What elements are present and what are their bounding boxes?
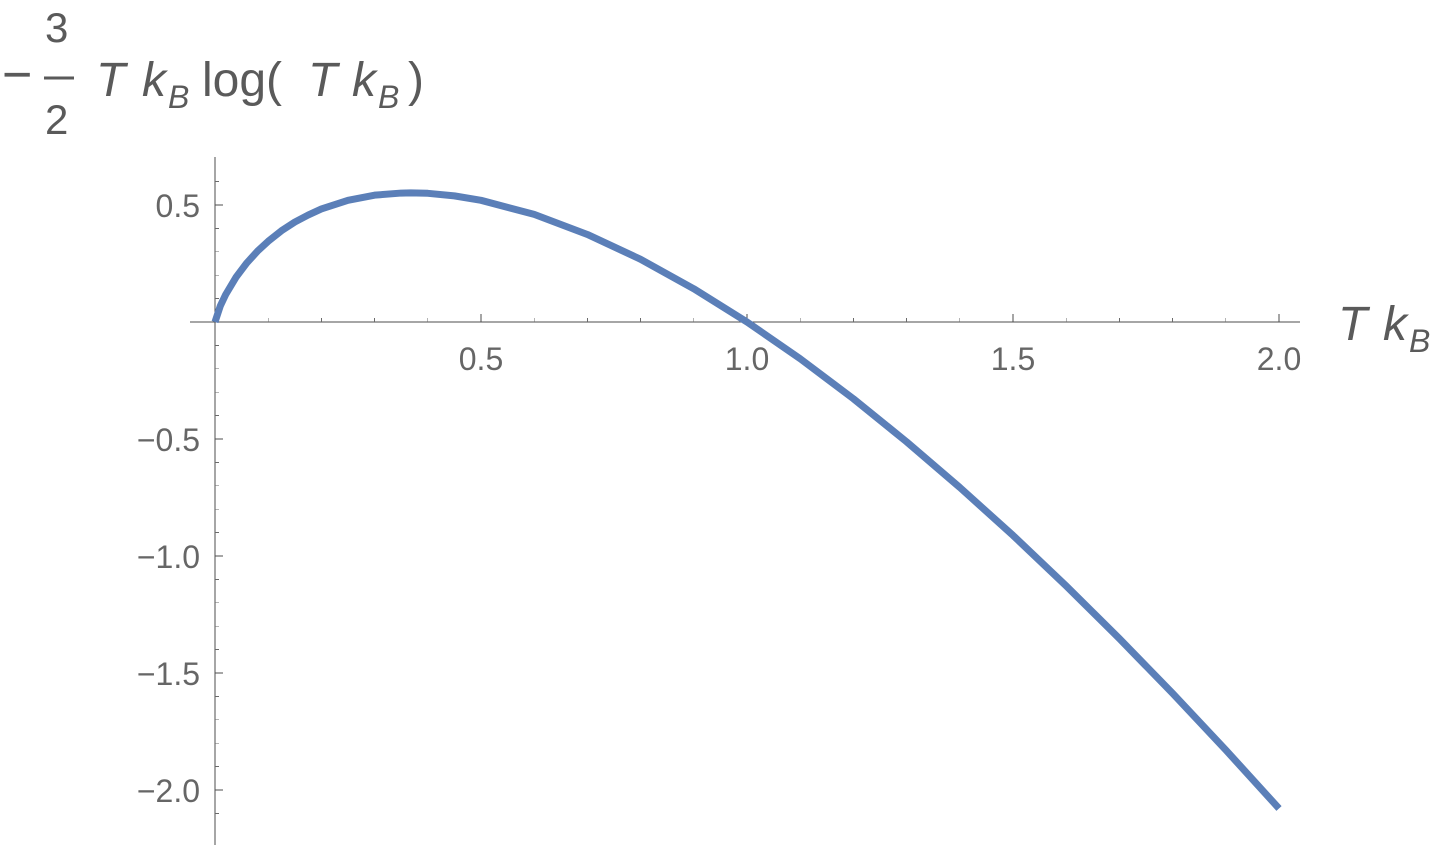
y-tick-labels: 0.5 −0.5 −1.0 −1.5 −2.0 [137, 188, 200, 809]
y-label-inner-t: T [308, 54, 341, 107]
y-label-inner-k: k [352, 54, 379, 107]
y-label-inner-subscript-b: B [378, 79, 399, 115]
y-label-func: log( [202, 54, 282, 107]
x-tick-label: 1.0 [725, 341, 769, 377]
y-label-close: ) [408, 54, 424, 107]
y-tick-label: −0.5 [137, 422, 200, 458]
x-label-var-k: k [1383, 298, 1410, 351]
y-label-numerator: 3 [45, 4, 68, 51]
series-group [211, 189, 1282, 811]
y-axis-label: − 3 2 T k B log( T k B ) [2, 4, 424, 143]
x-ticks [267, 314, 1280, 322]
series-line [211, 189, 1282, 811]
y-label-sign: − [2, 46, 32, 104]
x-label-var-t: T [1338, 298, 1371, 351]
y-tick-label: 0.5 [156, 188, 200, 224]
y-label-var-k: k [142, 54, 169, 107]
y-label-var-t: T [96, 54, 129, 107]
y-ticks [215, 181, 223, 814]
y-label-subscript-b: B [168, 79, 189, 115]
y-tick-label: −1.0 [137, 539, 200, 575]
x-label-subscript-b: B [1409, 323, 1430, 359]
x-tick-label: 1.5 [991, 341, 1035, 377]
y-tick-label: −1.5 [137, 656, 200, 692]
y-tick-label: −2.0 [137, 773, 200, 809]
x-tick-label: 0.5 [459, 341, 503, 377]
y-label-denominator: 2 [45, 96, 68, 143]
x-tick-labels: 0.5 1.0 1.5 2.0 [459, 341, 1301, 377]
x-axis-label: T k B [1338, 298, 1430, 359]
x-tick-label: 2.0 [1257, 341, 1301, 377]
